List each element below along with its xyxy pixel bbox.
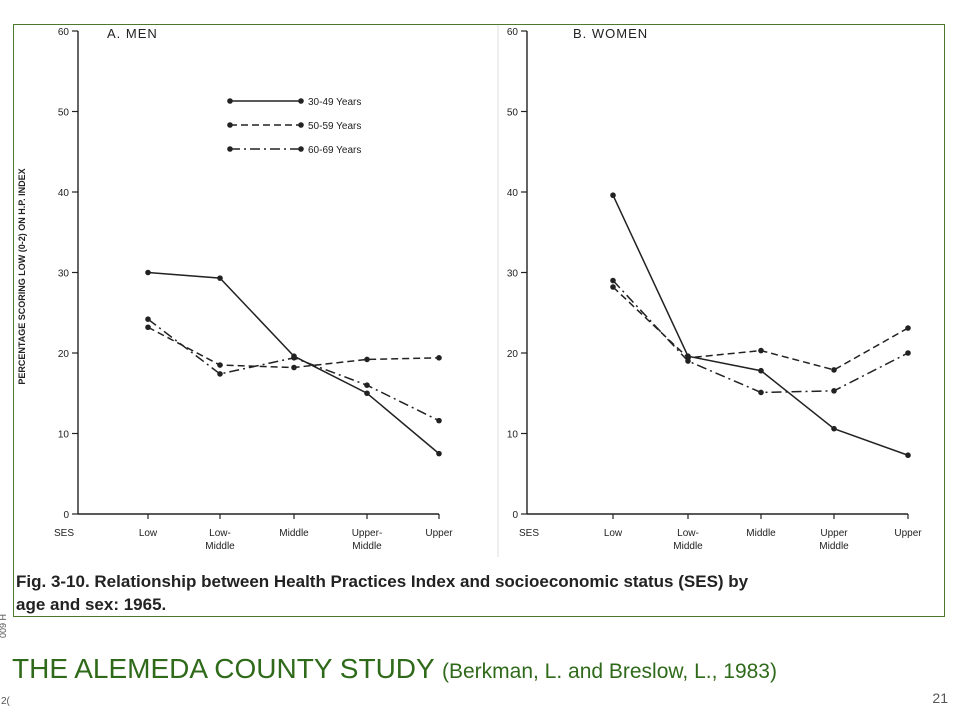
y-tick-label-20: 20 <box>507 349 519 360</box>
y-tick-label-10: 10 <box>507 430 519 441</box>
series-50-59-years <box>145 324 442 371</box>
y-tick-label-0: 0 <box>512 510 518 521</box>
x-tick-label-low-middle: Middle <box>673 541 703 552</box>
data-point-50-59-years-2 <box>291 364 297 371</box>
data-point-50-59-years-0 <box>610 284 616 290</box>
legend-marker <box>298 122 304 128</box>
series-line <box>612 194 909 456</box>
slide-title-main: THE ALEMEDA COUNTY STUDY <box>12 653 435 684</box>
data-point-60-69-years-4 <box>905 350 911 356</box>
chart-panel-women: 0 10 20 30 40 50 60 SES Low Low- Middle Middle Upper… <box>507 26 922 552</box>
data-point-50-59-years-4 <box>436 355 442 361</box>
side-note-bottom: 2( <box>1 696 10 707</box>
series-60-69-years <box>610 277 911 396</box>
data-point-50-59-years-0 <box>145 324 151 331</box>
x-tick-label-middle: Middle <box>746 528 776 539</box>
y-tick-label-40: 40 <box>507 188 519 199</box>
y-tick-label-20: 20 <box>58 349 70 360</box>
data-point-50-59-years-3 <box>831 367 837 373</box>
caption-line-2: age and sex: 1965. <box>16 595 166 614</box>
data-point-60-69-years-1 <box>217 371 223 377</box>
series-50-59-years <box>610 284 911 373</box>
y-tick-label-60: 60 <box>507 27 519 38</box>
data-point-50-59-years-3 <box>364 356 370 363</box>
data-point-30-49-years-3 <box>831 425 837 432</box>
data-point-30-49-years-0 <box>610 192 616 199</box>
slide-citation: (Berkman, L. and Breslow, L., 1983) <box>441 660 777 683</box>
series-line <box>612 280 909 394</box>
x-tick-label-middle: Middle <box>279 528 309 539</box>
x-tick-label-upper: Upper <box>425 528 453 539</box>
data-point-60-69-years-2 <box>291 355 297 361</box>
legend-marker <box>227 122 233 128</box>
legend: 30-49 Years 50-59 Years 60-69 Years <box>227 97 361 156</box>
data-point-30-49-years-1 <box>217 275 223 281</box>
legend-marker <box>298 98 304 104</box>
y-tick-label-50: 50 <box>58 108 70 119</box>
series-line <box>147 271 440 455</box>
legend-marker <box>227 146 233 152</box>
data-point-60-69-years-0 <box>610 277 616 284</box>
x-tick-label-upper-middle: Upper <box>820 528 848 539</box>
data-point-50-59-years-1 <box>217 362 223 368</box>
y-tick-label-30: 30 <box>507 269 519 280</box>
figure-frame: 0 10 20 30 40 50 60 SES Low Low- Middle Middle Upper… <box>13 24 945 617</box>
y-tick-label-0: 0 <box>63 510 69 521</box>
y-axis-label: PERCENTAGE SCORING LOW (0-2) ON H.P. IND… <box>17 168 27 384</box>
data-point-30-49-years-2 <box>758 367 764 374</box>
data-point-60-69-years-2 <box>758 389 764 396</box>
data-point-60-69-years-4 <box>436 417 442 424</box>
legend-label-60-69-years: 60-69 Years <box>308 145 361 156</box>
data-point-30-49-years-3 <box>364 390 370 397</box>
page-number: 21 <box>932 690 948 706</box>
legend-label-30-49-years: 30-49 Years <box>308 97 361 108</box>
x-tick-label-low-middle: Middle <box>205 541 235 552</box>
data-point-60-69-years-3 <box>831 388 837 394</box>
legend-label-50-59-years: 50-59 Years <box>308 121 361 132</box>
y-tick-label-30: 30 <box>58 269 70 280</box>
chart-panel-men: 0 10 20 30 40 50 60 SES Low Low- Middle Middle Upper… <box>17 26 453 552</box>
caption-line-1: Fig. 3-10. Relationship between Health P… <box>16 572 749 591</box>
x-tick-label-low-middle: Low- <box>677 528 699 539</box>
data-point-50-59-years-2 <box>758 347 764 354</box>
data-point-60-69-years-1 <box>685 358 691 364</box>
y-tick-label-40: 40 <box>58 188 70 199</box>
data-point-30-49-years-0 <box>145 269 151 276</box>
x-tick-label-upper-middle: Middle <box>352 541 382 552</box>
side-note: 009 H <box>0 614 8 638</box>
y-tick-label-10: 10 <box>58 430 70 441</box>
panel-title: A. MEN <box>107 26 158 41</box>
panel-title: B. WOMEN <box>573 26 648 41</box>
x-tick-label-low-middle: Low- <box>209 528 231 539</box>
series-line <box>147 326 440 369</box>
legend-marker <box>298 146 304 152</box>
legend-marker <box>227 98 233 104</box>
slide-title: THE ALEMEDA COUNTY STUDY (Berkman, L. an… <box>12 653 777 685</box>
y-tick-label-50: 50 <box>507 108 519 119</box>
x-origin-label: SES <box>519 528 539 539</box>
series-30-49-years <box>145 269 442 457</box>
data-point-60-69-years-0 <box>145 316 151 322</box>
data-point-60-69-years-3 <box>364 382 370 389</box>
figure-caption: Fig. 3-10. Relationship between Health P… <box>16 572 749 614</box>
x-tick-label-low: Low <box>604 528 623 539</box>
chart-figure: 0 10 20 30 40 50 60 SES Low Low- Middle Middle Upper… <box>16 25 922 614</box>
x-tick-label-upper-middle: Middle <box>819 541 849 552</box>
data-point-50-59-years-4 <box>905 325 911 331</box>
x-tick-label-upper: Upper <box>894 528 922 539</box>
x-origin-label: SES <box>54 528 74 539</box>
data-point-30-49-years-4 <box>436 450 442 457</box>
x-tick-label-upper-middle: Upper- <box>352 528 383 539</box>
y-tick-label-60: 60 <box>58 27 70 38</box>
data-point-30-49-years-4 <box>905 452 911 459</box>
series-60-69-years <box>145 316 442 424</box>
x-tick-label-low: Low <box>139 528 158 539</box>
